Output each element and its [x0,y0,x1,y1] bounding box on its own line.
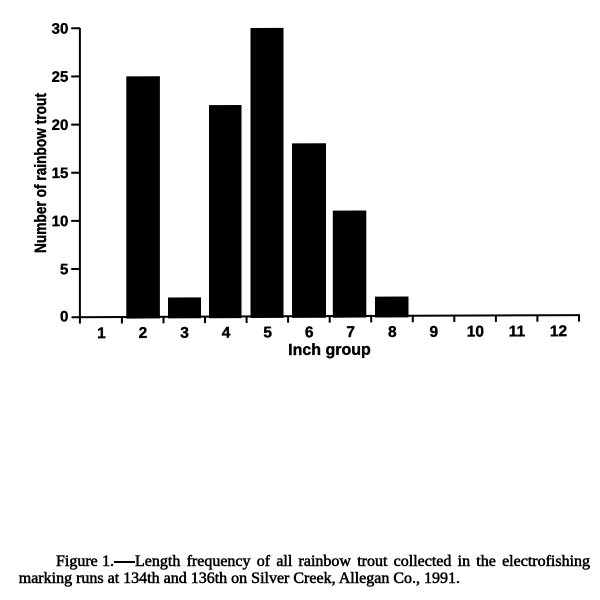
svg-text:10: 10 [467,323,484,340]
svg-text:1: 1 [97,325,106,342]
svg-text:20: 20 [52,117,69,134]
svg-text:7: 7 [346,324,355,341]
svg-text:8: 8 [388,324,397,341]
svg-text:Inch group: Inch group [288,342,371,359]
svg-text:5: 5 [60,261,68,278]
svg-text:15: 15 [52,165,69,182]
svg-text:Number of rainbow trout: Number of rainbow trout [32,93,50,253]
svg-text:9: 9 [430,324,439,341]
svg-text:4: 4 [222,325,231,342]
svg-text:3: 3 [180,325,189,342]
svg-text:5: 5 [263,324,272,341]
svg-text:2: 2 [139,325,148,342]
svg-text:10: 10 [52,213,69,230]
svg-text:25: 25 [52,69,69,86]
svg-text:0: 0 [60,308,68,325]
svg-text:6: 6 [305,324,314,341]
svg-text:11: 11 [509,323,526,340]
svg-text:12: 12 [550,323,567,340]
svg-text:30: 30 [52,21,69,38]
